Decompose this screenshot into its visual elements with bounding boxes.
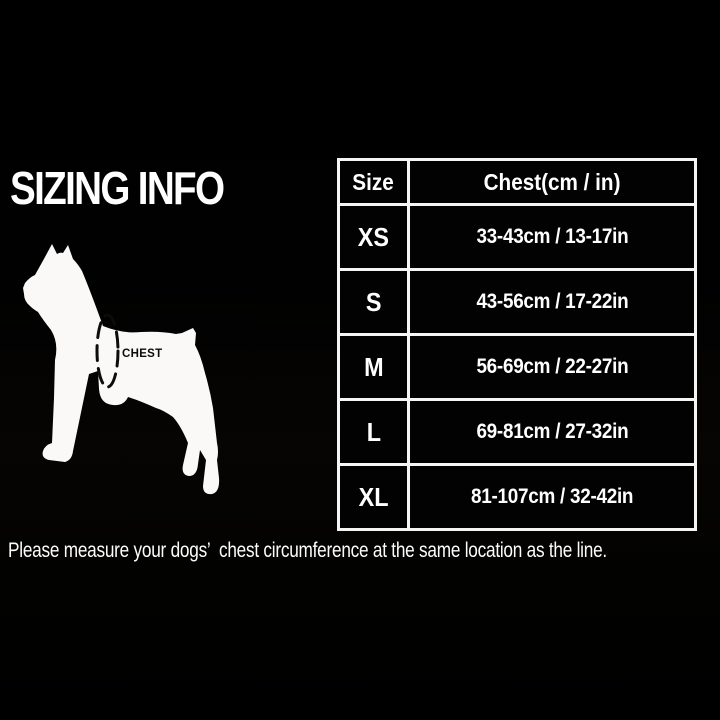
table-header-row: Size Chest(cm / in) <box>337 158 697 206</box>
page-title: SIZING INFO <box>10 162 225 214</box>
chest-cell: 81-107cm / 32-42in <box>407 463 697 531</box>
dog-diagram: CHEST <box>23 238 233 508</box>
table-row-xl: XL 81-107cm / 32-42in <box>337 463 697 531</box>
chest-measure-line <box>95 313 120 389</box>
chest-cell: 33-43cm / 13-17in <box>407 203 697 271</box>
table-row-l: L 69-81cm / 27-32in <box>337 398 697 466</box>
table-row-m: M 56-69cm / 22-27in <box>337 333 697 401</box>
measurement-note: Please measure your dogs’ chest circumfe… <box>8 539 607 562</box>
chest-label: CHEST <box>122 348 162 360</box>
size-cell: M <box>337 333 410 401</box>
header-chest: Chest(cm / in) <box>407 158 697 206</box>
chest-cell: 56-69cm / 22-27in <box>407 333 697 401</box>
size-cell: XL <box>337 463 410 531</box>
size-cell: S <box>337 268 410 336</box>
chest-cell: 43-56cm / 17-22in <box>407 268 697 336</box>
dog-body-shape <box>23 244 220 495</box>
header-size: Size <box>337 158 410 206</box>
sizing-table: Size Chest(cm / in) XS 33-43cm / 13-17in… <box>337 158 697 531</box>
size-cell: XS <box>337 203 410 271</box>
table-row-xs: XS 33-43cm / 13-17in <box>337 203 697 271</box>
dog-silhouette-icon: CHEST <box>23 244 220 495</box>
size-cell: L <box>337 398 410 466</box>
table-row-s: S 43-56cm / 17-22in <box>337 268 697 336</box>
chest-cell: 69-81cm / 27-32in <box>407 398 697 466</box>
